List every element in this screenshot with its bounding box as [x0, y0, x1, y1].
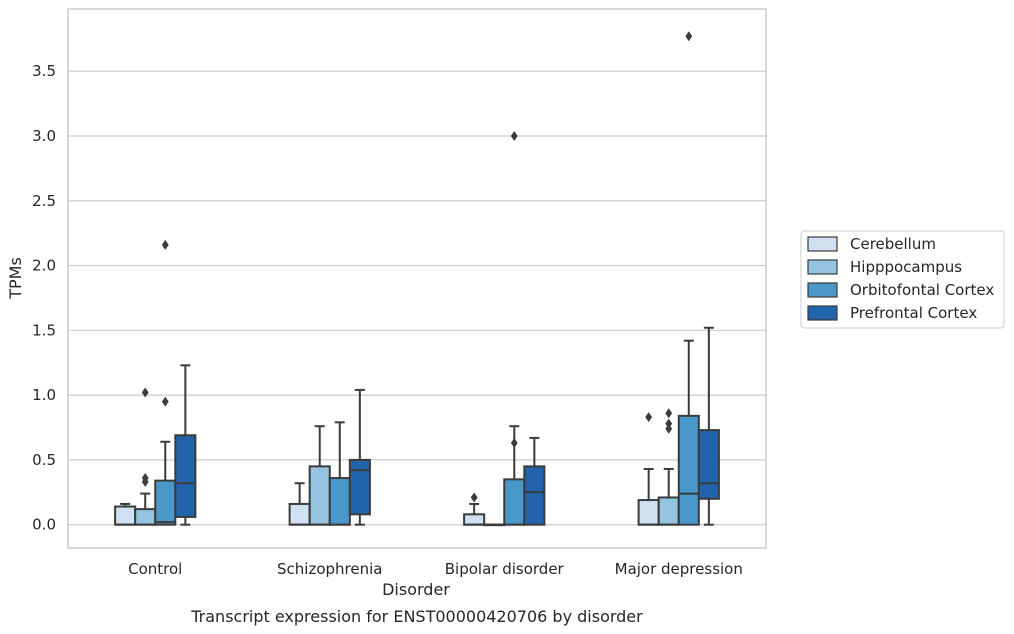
- box-iqr: [288, 502, 311, 526]
- box-hipppocampus: [134, 387, 157, 526]
- legend-frame: [800, 230, 1005, 329]
- box-iqr: [154, 479, 177, 526]
- box-prefrontal-cortex: [174, 364, 197, 526]
- box-hipppocampus: [308, 425, 331, 526]
- outlier-point: [665, 408, 673, 419]
- box-iqr: [348, 458, 371, 516]
- box-prefrontal-cortex: [348, 388, 371, 526]
- box-hipppocampus: [483, 523, 506, 527]
- box-iqr: [174, 434, 197, 518]
- legend-label: Cerebellum: [850, 235, 936, 253]
- y-tick-label: 1.0: [32, 386, 56, 404]
- y-tick-label: 2.5: [32, 192, 56, 210]
- box-iqr: [677, 414, 700, 526]
- legend-swatch: [807, 305, 838, 321]
- x-tick-label: Control: [128, 560, 182, 578]
- outlier-point: [141, 473, 149, 484]
- x-tick-label: Major depression: [615, 560, 743, 578]
- box-iqr: [657, 496, 680, 526]
- box-iqr: [114, 505, 137, 526]
- x-axis-title: Disorder: [382, 580, 450, 599]
- y-tick-label: 0.0: [32, 516, 56, 534]
- outlier-point: [141, 387, 149, 398]
- outlier-point: [161, 239, 169, 250]
- x-tick-label: Bipolar disorder: [445, 560, 565, 578]
- y-tick-labels: 0.0 0.5 1.0 1.5 2.0 2.5 3.0 3.5: [32, 62, 56, 533]
- box-cerebellum: [114, 502, 137, 526]
- outlier-point: [510, 130, 518, 141]
- legend-label: Hipppocampus: [850, 258, 962, 276]
- y-axis-title: TPMs: [6, 257, 25, 300]
- legend: Cerebellum Hipppocampus Orbitofontal Corte…: [800, 230, 1005, 329]
- outlier-point: [665, 418, 673, 429]
- box-prefrontal-cortex: [523, 436, 546, 526]
- outlier-point: [510, 438, 518, 449]
- box-cerebellum: [637, 412, 660, 526]
- box-prefrontal-cortex: [697, 326, 720, 526]
- legend-items: Cerebellum Hipppocampus Orbitofontal Corte…: [807, 235, 994, 322]
- box-orbitofontal-cortex: [503, 130, 526, 526]
- legend-swatch: [807, 282, 838, 298]
- box-orbitofontal-cortex: [328, 421, 351, 526]
- x-tick-labels: Control Schizophrenia Bipolar disorder Majo…: [128, 560, 743, 578]
- legend-swatch: [807, 259, 838, 275]
- box-orbitofontal-cortex: [677, 31, 700, 526]
- plot-area-frame: [67, 8, 767, 549]
- box-iqr: [637, 499, 660, 526]
- box-hipppocampus: [657, 408, 680, 526]
- boxes: [114, 31, 720, 527]
- outlier-point: [470, 492, 478, 503]
- x-tick-label: Schizophrenia: [277, 560, 382, 578]
- outlier-point: [645, 412, 653, 423]
- box-iqr: [523, 465, 546, 526]
- legend-swatch: [807, 236, 838, 252]
- box-iqr: [328, 477, 351, 526]
- legend-label: Orbitofontal Cortex: [850, 281, 994, 299]
- y-tick-label: 3.5: [32, 62, 56, 80]
- y-tick-label: 3.0: [32, 127, 56, 145]
- outlier-point: [161, 396, 169, 407]
- y-tick-label: 0.5: [32, 451, 56, 469]
- box-iqr: [134, 508, 157, 526]
- box-iqr: [697, 429, 720, 500]
- box-orbitofontal-cortex: [154, 239, 177, 526]
- y-tick-label: 2.0: [32, 257, 56, 275]
- outlier-point: [665, 423, 673, 434]
- box-cerebellum: [463, 492, 486, 526]
- box-iqr: [503, 478, 526, 526]
- box-cerebellum: [288, 482, 311, 526]
- y-tick-label: 1.5: [32, 321, 56, 339]
- gridlines: [68, 70, 766, 526]
- outlier-point: [685, 31, 693, 42]
- box-iqr: [308, 465, 331, 526]
- chart-caption: Transcript expression for ENST0000042070…: [190, 607, 643, 626]
- box-iqr: [463, 513, 486, 526]
- legend-label: Prefrontal Cortex: [850, 304, 977, 322]
